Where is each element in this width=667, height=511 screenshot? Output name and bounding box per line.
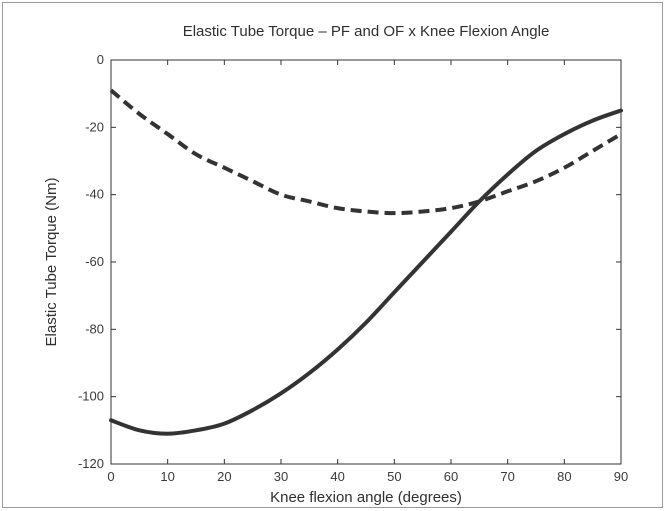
y-tick-label: 0 (97, 52, 104, 67)
x-tick-label: 70 (500, 469, 514, 484)
x-tick-label: 60 (444, 469, 458, 484)
x-tick-label: 20 (217, 469, 231, 484)
x-tick-label: 10 (160, 469, 174, 484)
series-layer (109, 88, 623, 436)
y-axis-title: Elastic Tube Torque (Nm) (43, 178, 60, 347)
plot-area-box (110, 59, 622, 465)
x-tick-label: 50 (387, 469, 401, 484)
y-tick-label: -100 (78, 389, 104, 404)
plot-area (110, 59, 622, 465)
x-tick-label: 80 (557, 469, 571, 484)
y-tick-label: -60 (85, 254, 104, 269)
y-tick-label: -80 (85, 321, 104, 336)
series-line-solid (109, 108, 623, 436)
y-tick-label: -40 (85, 187, 104, 202)
series-line-dashed (109, 88, 623, 216)
x-axis-ticks: 0 10 20 30 40 50 60 70 80 90 (107, 60, 628, 484)
x-tick-label: 30 (274, 469, 288, 484)
x-tick-label: 90 (614, 469, 628, 484)
x-tick-label: 0 (107, 469, 114, 484)
x-axis-title: Knee flexion angle (degrees) (270, 489, 462, 506)
y-tick-label: -20 (85, 119, 104, 134)
y-axis-ticks: 0 -20 -40 -60 -80 -100 -120 (78, 52, 621, 471)
chart-title: Elastic Tube Torque – PF and OF x Knee F… (183, 23, 550, 40)
x-tick-label: 40 (330, 469, 344, 484)
y-tick-label: -120 (78, 456, 104, 471)
